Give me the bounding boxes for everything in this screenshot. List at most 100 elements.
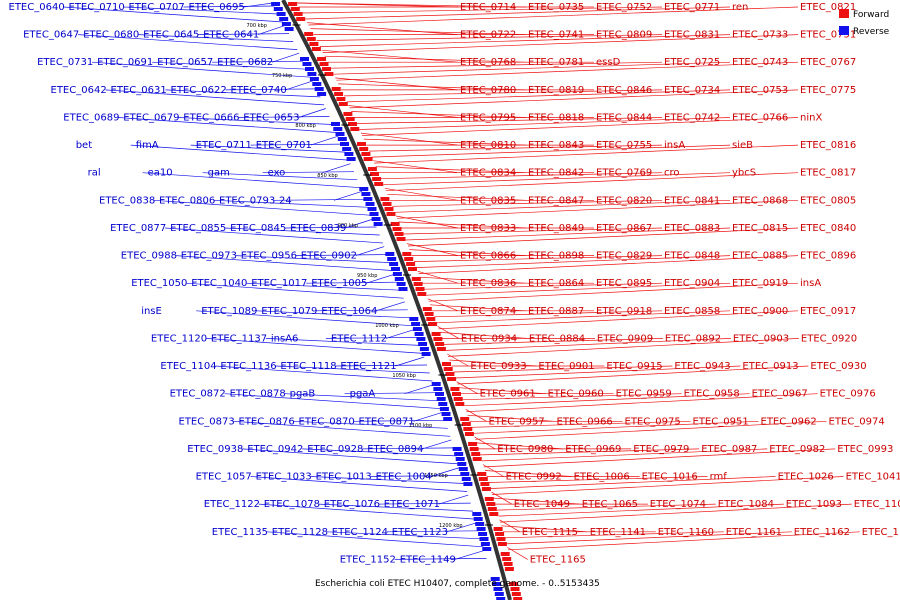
reverse-gene-label[interactable]: ETEC_0806 xyxy=(159,195,215,206)
reverse-gene-label[interactable]: ETEC_1064 xyxy=(321,306,377,317)
reverse-gene-label[interactable]: ETEC_0701 xyxy=(256,140,312,151)
forward-gene-label[interactable]: ETEC_0962 xyxy=(761,416,817,427)
forward-gene-label[interactable]: ETEC_0895 xyxy=(596,278,652,289)
forward-gene-label[interactable]: ETEC_1065 xyxy=(582,499,638,510)
reverse-gene-label[interactable]: ETEC_1071 xyxy=(384,499,440,510)
reverse-gene-label[interactable]: ETEC_1122 xyxy=(204,499,260,510)
forward-gene-label[interactable]: ETEC_0867 xyxy=(596,223,652,234)
reverse-gene-label[interactable]: insA6 xyxy=(271,333,299,344)
forward-gene-label[interactable]: ETEC_0810 xyxy=(460,140,516,151)
forward-gene-label[interactable]: ETEC_0818 xyxy=(528,113,584,124)
reverse-gene-label[interactable]: ETEC_1136 xyxy=(220,361,276,372)
reverse-gene-label[interactable]: ETEC_1089 xyxy=(201,306,257,317)
reverse-gene-label[interactable]: ETEC_0988 xyxy=(121,251,177,262)
forward-gene-label[interactable]: ETEC_0884 xyxy=(529,333,585,344)
reverse-gene-label[interactable]: ETEC_1152 xyxy=(340,554,396,565)
forward-gene-label[interactable]: ETEC_0892 xyxy=(665,333,721,344)
forward-gene-label[interactable]: ETEC_0714 xyxy=(460,2,516,13)
forward-gene-label[interactable]: ETEC_0819 xyxy=(528,85,584,96)
reverse-gene-label[interactable]: ETEC_1005 xyxy=(311,278,367,289)
forward-gene-label[interactable]: ETEC_0742 xyxy=(664,113,720,124)
reverse-gene-label[interactable]: ETEC_0682 xyxy=(217,57,273,68)
forward-gene-label[interactable]: ETEC_1161 xyxy=(726,527,782,538)
forward-gene-label[interactable]: ETEC_0795 xyxy=(460,113,516,124)
forward-gene-label[interactable]: ETEC_0913 xyxy=(742,361,798,372)
forward-gene-label[interactable]: ETEC_0904 xyxy=(664,278,720,289)
forward-gene-label[interactable]: ETEC_1165 xyxy=(530,554,586,565)
forward-gene-label[interactable]: ETEC_0829 xyxy=(596,251,652,262)
forward-gene-label[interactable]: ETEC_0974 xyxy=(829,416,885,427)
forward-gene-label[interactable]: ETEC_0866 xyxy=(460,251,516,262)
reverse-gene-label[interactable]: ETEC_0622 xyxy=(171,85,227,96)
reverse-gene-label[interactable]: ETEC_0642 xyxy=(51,85,107,96)
forward-gene-label[interactable]: cro xyxy=(664,168,680,179)
forward-gene-label[interactable]: ETEC_0755 xyxy=(596,140,652,151)
forward-gene-label[interactable]: ETEC_0751 xyxy=(800,30,856,41)
reverse-gene-label[interactable]: ETEC_1017 xyxy=(251,278,307,289)
forward-gene-label[interactable]: ninX xyxy=(800,113,822,124)
forward-gene-label[interactable]: ETEC_0933 xyxy=(470,361,526,372)
reverse-gene-label[interactable]: ETEC_1112 xyxy=(331,333,387,344)
forward-gene-label[interactable]: ETEC_0725 xyxy=(664,57,720,68)
forward-gene-label[interactable]: ETEC_0780 xyxy=(460,85,516,96)
reverse-gene-label[interactable]: ETEC_0942 xyxy=(247,444,303,455)
forward-gene-label[interactable]: ETEC_0833 xyxy=(460,223,516,234)
forward-gene-label[interactable]: ETEC_0898 xyxy=(528,251,584,262)
reverse-gene-label[interactable]: gam xyxy=(208,168,230,179)
forward-gene-label[interactable]: ETEC_0900 xyxy=(732,306,788,317)
forward-gene-label[interactable]: ETEC_0842 xyxy=(528,168,584,179)
reverse-gene-label[interactable]: ETEC_1078 xyxy=(264,499,320,510)
forward-gene-label[interactable]: ETEC_0951 xyxy=(693,416,749,427)
reverse-gene-label[interactable]: ETEC_0653 xyxy=(243,113,299,124)
reverse-gene-label[interactable]: ETEC_0710 xyxy=(69,2,125,13)
reverse-gene-label[interactable]: ETEC_0645 xyxy=(143,30,199,41)
forward-gene-label[interactable]: ETEC_0753 xyxy=(732,85,788,96)
reverse-gene-label[interactable]: ETEC_0793 xyxy=(219,195,275,206)
reverse-gene-label[interactable]: ETEC_1128 xyxy=(272,527,328,538)
forward-gene-label[interactable]: ETEC_0967 xyxy=(752,389,808,400)
forward-gene-label[interactable]: ETEC_0887 xyxy=(528,306,584,317)
reverse-gene-label[interactable]: ETEC_0938 xyxy=(187,444,243,455)
reverse-gene-label[interactable]: ETEC_0631 xyxy=(111,85,167,96)
forward-gene-label[interactable]: ETEC_1041 xyxy=(846,472,900,483)
reverse-gene-label[interactable]: ral xyxy=(88,168,101,179)
forward-gene-label[interactable]: ETEC_0909 xyxy=(597,333,653,344)
forward-gene-label[interactable]: ETEC_1074 xyxy=(650,499,706,510)
forward-gene-label[interactable]: ETEC_0836 xyxy=(460,278,516,289)
reverse-gene-label[interactable]: ETEC_0666 xyxy=(183,113,239,124)
forward-gene-label[interactable]: ETEC_0809 xyxy=(596,30,652,41)
forward-gene-label[interactable]: ETEC_0722 xyxy=(460,30,516,41)
forward-gene-label[interactable]: ETEC_0781 xyxy=(528,57,584,68)
reverse-gene-label[interactable]: ETEC_1104 xyxy=(160,361,216,372)
forward-gene-label[interactable]: ETEC_0834 xyxy=(460,168,516,179)
reverse-gene-label[interactable]: ETEC_1079 xyxy=(261,306,317,317)
forward-gene-label[interactable]: ETEC_0771 xyxy=(664,2,720,13)
forward-gene-label[interactable]: ETEC_0816 xyxy=(800,140,856,151)
forward-gene-label[interactable]: ETEC_1163 xyxy=(862,527,900,538)
forward-gene-label[interactable]: insA xyxy=(664,140,685,151)
forward-gene-label[interactable]: ETEC_0966 xyxy=(557,416,613,427)
reverse-gene-label[interactable]: ETEC_0711 xyxy=(196,140,252,151)
forward-gene-label[interactable]: sieB xyxy=(732,140,753,151)
forward-gene-label[interactable]: ybcS xyxy=(732,168,756,179)
reverse-gene-label[interactable]: ETEC_1004 xyxy=(376,472,432,483)
forward-gene-label[interactable]: ETEC_0775 xyxy=(800,85,856,96)
forward-gene-label[interactable]: ETEC_0820 xyxy=(596,195,652,206)
reverse-gene-label[interactable]: ETEC_0845 xyxy=(230,223,286,234)
reverse-gene-label[interactable]: ETEC_0839 xyxy=(290,223,346,234)
forward-gene-label[interactable]: ETEC_1141 xyxy=(590,527,646,538)
forward-gene-label[interactable]: ETEC_0817 xyxy=(800,168,856,179)
reverse-gene-label[interactable]: bet xyxy=(76,140,93,151)
reverse-gene-label[interactable]: ETEC_1121 xyxy=(340,361,396,372)
reverse-gene-label[interactable]: pgaA xyxy=(350,389,376,400)
forward-gene-label[interactable]: ETEC_0903 xyxy=(733,333,789,344)
reverse-gene-label[interactable]: ETEC_0894 xyxy=(367,444,423,455)
forward-gene-label[interactable]: ETEC_0769 xyxy=(596,168,652,179)
reverse-gene-label[interactable]: ETEC_1076 xyxy=(324,499,380,510)
forward-gene-label[interactable]: ETEC_0979 xyxy=(633,444,689,455)
forward-gene-label[interactable]: ETEC_0896 xyxy=(800,251,856,262)
reverse-gene-label[interactable]: ETEC_0877 xyxy=(110,223,166,234)
forward-gene-label[interactable]: ETEC_0961 xyxy=(480,389,536,400)
forward-gene-label[interactable]: ETEC_0919 xyxy=(732,278,788,289)
reverse-gene-label[interactable]: ETEC_0902 xyxy=(301,251,357,262)
